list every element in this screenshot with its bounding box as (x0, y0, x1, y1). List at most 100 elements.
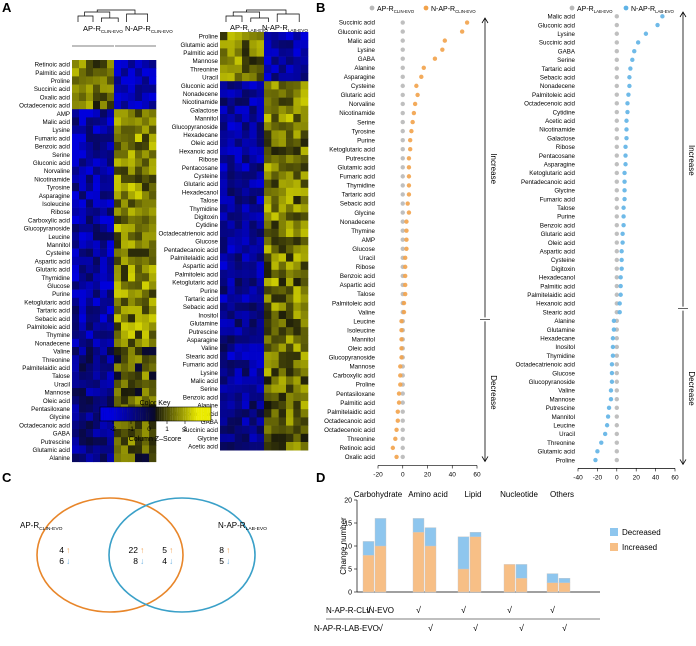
heatmap2-cell (227, 368, 235, 377)
heatmap2-cell (264, 130, 272, 139)
heatmap1-cell (79, 150, 87, 159)
heatmap1-cell (121, 109, 129, 118)
heatmap1-row-label: Palmitic acid (35, 70, 70, 77)
heatmap2-cell (234, 64, 243, 74)
heatmap2-cell (300, 89, 309, 98)
colorkey-gradient-cell (198, 407, 200, 421)
heatmap2-cell (264, 64, 272, 74)
heatmap1-cell (86, 166, 94, 176)
scatter2-point-nap (655, 22, 660, 28)
heatmap2-cell (249, 212, 257, 221)
heatmap2-cell (256, 253, 265, 262)
heatmap2-cell (220, 187, 228, 197)
heatmap2-cell (293, 32, 301, 41)
heatmap1-cell (135, 183, 143, 192)
scatter1-point-nap (406, 174, 412, 179)
scatter2-x-tick-label: -40 (573, 474, 583, 481)
heatmap1-cell (149, 289, 157, 299)
heatmap2-cell (278, 327, 287, 336)
scatter1-category-label: Thymine (351, 228, 375, 235)
heatmap2-cell (220, 89, 228, 98)
heatmap1-cell (79, 199, 87, 208)
heatmap1-cell (114, 330, 122, 340)
heatmap1-cell (107, 101, 115, 110)
heatmap2-cell (271, 360, 279, 369)
scatter1-category-label: Palmitelaidic acid (327, 409, 375, 416)
heatmap2-cell (300, 187, 309, 197)
heatmap1-cell (107, 256, 115, 266)
scatter2-point-nap (622, 170, 627, 176)
heatmap2-cell (227, 269, 235, 279)
scatter1-category-label: Malic acid (347, 38, 375, 45)
scatter2-category-label: Hexadecane (540, 335, 575, 342)
heatmap2-row-label: Glycine (197, 435, 218, 442)
scatter1-category-label: Carboxylic acid (333, 373, 376, 380)
heatmap1-cell (128, 191, 136, 200)
heatmap1-cell (107, 142, 115, 151)
scatter2-point-nap (618, 283, 623, 289)
heatmap1-cell (135, 248, 143, 258)
heatmap1-cell (142, 142, 150, 151)
heatmap2-cell (256, 401, 265, 410)
heatmap1-cell (121, 199, 129, 208)
bar-category-label: Lipid (465, 490, 482, 499)
heatmap2-cell (278, 237, 287, 246)
heatmap2-cell (278, 433, 287, 443)
scatter1-point-ap (400, 65, 405, 70)
heatmap2-cell (220, 343, 228, 353)
scatter2-category-label: Galactose (547, 135, 575, 142)
heatmap2-cell (234, 253, 243, 262)
heatmap2-cell (286, 368, 294, 377)
heatmap1-cell (86, 207, 94, 217)
heatmap2-row-label: Digitoxin (194, 214, 218, 221)
scatter1-point-ap (400, 147, 405, 152)
heatmap2-cell (278, 155, 287, 164)
heatmap1-cell (79, 207, 87, 217)
heatmap1-cell (72, 207, 80, 217)
heatmap1-cell (135, 232, 143, 241)
heatmap1-cell (72, 453, 80, 463)
heatmap1-row-label: Threonine (42, 357, 70, 364)
heatmap2-cell (220, 196, 228, 205)
heatmap2-row-label: Succinic acid (182, 427, 219, 434)
scatter2-point-ap (614, 75, 619, 80)
heatmap2-cell (286, 73, 294, 82)
heatmap2-cell (271, 376, 279, 385)
scatter1-category-label: Pentasiloxane (336, 391, 375, 398)
heatmap1-cell (100, 453, 108, 463)
heatmap1-cell (100, 101, 108, 110)
heatmap1-cell (86, 306, 94, 315)
scatter1-category-label: Uracil (359, 255, 375, 262)
heatmap2-cell (271, 171, 279, 180)
scatter1-category-label: Ribose (356, 264, 376, 271)
scatter1-increase-arrowhead (481, 17, 489, 24)
heatmap1-row-label: Isoleucine (42, 201, 70, 208)
heatmap1-cell (114, 125, 122, 135)
heatmap2-cell (300, 138, 309, 148)
heatmap2-cell (242, 81, 250, 90)
heatmap2-cell (220, 64, 228, 74)
heatmap2-cell (249, 278, 257, 287)
heatmap1-cell (100, 215, 108, 225)
heatmap2-cell (300, 245, 309, 254)
heatmap1-cell (135, 355, 143, 364)
scatter2-point-nap (628, 66, 633, 71)
heatmap2-cell (264, 417, 272, 426)
heatmap1-cell (86, 150, 94, 159)
heatmap2-cell (234, 351, 243, 361)
heatmap1-cell (114, 273, 122, 282)
heatmap1-cell (107, 355, 115, 364)
heatmap1-cell (72, 412, 80, 422)
heatmap1-cell (79, 76, 87, 85)
venn-overlap-2-down: 4 (162, 556, 167, 566)
heatmap2-cell (249, 146, 257, 156)
heatmap2-cell (234, 401, 243, 410)
heatmap1-cell (121, 396, 129, 405)
heatmap2-row-label: Glutamic acid (181, 42, 219, 49)
heatmap2-cell (293, 171, 301, 180)
heatmap2-cell (300, 269, 309, 279)
bar-row-label-lab: N-AP-R-LAB-EVO (314, 624, 379, 633)
heatmap2-cell (300, 261, 309, 271)
scatter2-point-ap (614, 135, 619, 141)
